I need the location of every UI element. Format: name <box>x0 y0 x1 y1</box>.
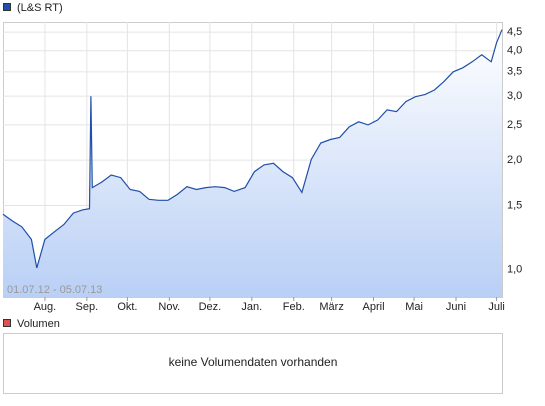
x-tick-label: Dez. <box>199 301 222 313</box>
volume-message: keine Volumendaten vorhanden <box>169 355 338 369</box>
x-tick-label: Feb. <box>283 301 305 313</box>
x-tick-label: Aug. <box>34 301 57 313</box>
y-tick-label: 3,0 <box>507 90 522 102</box>
x-tick-label: Juli <box>488 301 505 313</box>
volume-label: Volumen <box>17 318 60 330</box>
legend-swatch <box>3 3 11 11</box>
x-tick-label: Jan. <box>241 301 262 313</box>
x-tick-label: Sep. <box>76 301 99 313</box>
y-tick-label: 3,5 <box>507 66 522 78</box>
x-tick-label: Mai <box>405 301 423 313</box>
y-tick-label: 2,0 <box>507 154 522 166</box>
y-tick-label: 2,5 <box>507 119 522 131</box>
x-tick-label: April <box>363 301 385 313</box>
y-tick-label: 1,5 <box>507 199 522 211</box>
line <box>2 29 503 269</box>
x-tick-label: Okt. <box>117 301 137 313</box>
legend-swatch <box>3 319 11 327</box>
date-range: 01.07.12 - 05.07.13 <box>7 284 102 296</box>
x-tick-label: Nov. <box>158 301 180 313</box>
volume-frame <box>3 333 503 394</box>
x-tick-label: Juni <box>446 301 466 313</box>
y-tick-label: 4,0 <box>507 45 522 57</box>
y-tick-label: 1,0 <box>507 263 522 275</box>
x-tick-label: März <box>319 301 343 313</box>
y-tick-label: 4,5 <box>507 26 522 38</box>
area <box>3 29 502 297</box>
legend-label: (L&S RT) <box>17 2 63 14</box>
